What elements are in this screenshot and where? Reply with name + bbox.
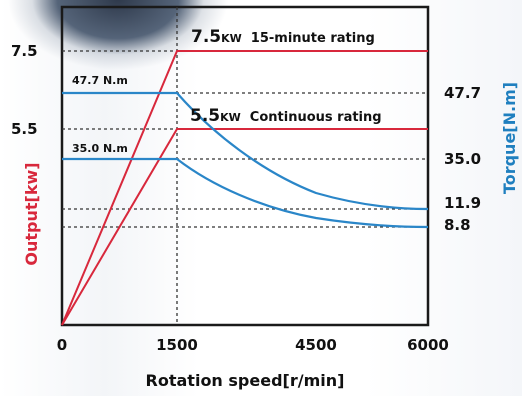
annotation-output-continuous-value: 5.5 <box>190 106 220 126</box>
left-tick-high: 7.5 <box>11 42 38 60</box>
annotation-output-continuous-unit: KW <box>220 111 241 124</box>
x-tick-0: 0 <box>57 336 67 354</box>
x-axis-label: Rotation speed[r/min] <box>146 371 345 390</box>
annotation-output-15min: 7.5KW 15-minute rating <box>191 27 375 47</box>
right-tick-47-7: 47.7 <box>444 84 481 102</box>
x-tick-4500: 4500 <box>295 336 337 354</box>
y-axis-label-output: Output[kw] <box>22 162 41 265</box>
y-axis-label-torque: Torque[N.m] <box>500 82 519 194</box>
torque-15min-line <box>62 91 429 211</box>
right-tick-11-9: 11.9 <box>444 194 481 212</box>
plot-frame <box>60 5 430 327</box>
annotation-output-15min-unit: KW <box>221 32 242 45</box>
x-tick-1500: 1500 <box>156 336 198 354</box>
output-lines <box>61 50 428 326</box>
torque-continuous-line <box>62 157 429 229</box>
annotation-output-15min-text: 15-minute rating <box>251 31 375 46</box>
annotation-torque-15min: 47.7 N.m <box>72 74 128 87</box>
right-tick-8-8: 8.8 <box>444 216 471 234</box>
x-tick-6000: 6000 <box>407 336 449 354</box>
annotation-output-15min-value: 7.5 <box>191 27 221 47</box>
left-tick-low: 5.5 <box>11 120 38 138</box>
torque-lines <box>62 91 429 229</box>
right-tick-35-0: 35.0 <box>444 150 481 168</box>
annotation-output-continuous-text: Continuous rating <box>250 110 382 125</box>
output-continuous-line <box>61 128 428 326</box>
annotation-torque-continuous: 35.0 N.m <box>72 142 128 155</box>
grid <box>62 7 428 325</box>
output-15min-line <box>61 50 428 326</box>
annotation-output-continuous: 5.5KW Continuous rating <box>190 106 382 126</box>
